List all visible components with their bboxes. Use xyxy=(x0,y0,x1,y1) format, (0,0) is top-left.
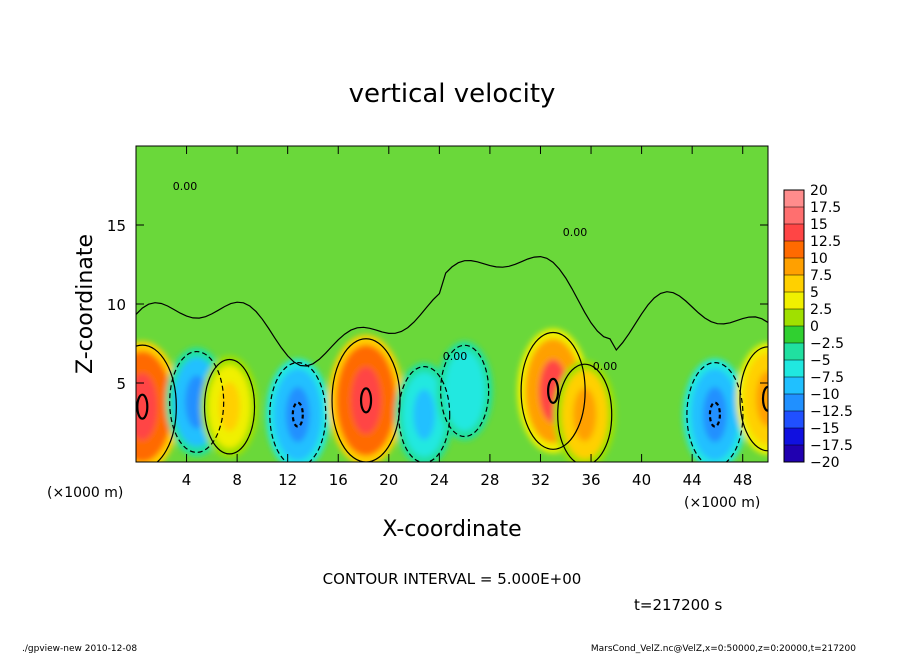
colorbar: 2017.51512.5107.552.50−2.5−5−7.5−10−12.5… xyxy=(783,183,853,471)
colorbar-swatch xyxy=(784,377,804,394)
contour-line xyxy=(269,362,327,462)
contour-line xyxy=(686,362,744,462)
x-tick-label: 16 xyxy=(329,471,348,489)
y-tick-label: 5 xyxy=(116,375,126,393)
footer-left: ./gpview-new 2010-12-08 xyxy=(22,644,137,654)
colorbar-label: −15 xyxy=(810,421,840,437)
velocity-core xyxy=(351,367,382,434)
zero-contour xyxy=(136,255,768,367)
contour-label: 0.00 xyxy=(173,180,198,193)
contour-line xyxy=(557,363,613,462)
contour-label: 0.00 xyxy=(593,360,618,373)
chart-title: vertical velocity xyxy=(349,79,556,109)
colorbar-swatch xyxy=(784,445,804,462)
contour-line xyxy=(708,401,722,428)
contour-line xyxy=(398,366,451,462)
contour-line xyxy=(359,387,373,414)
y-tick-label: 10 xyxy=(107,296,126,314)
contour-line xyxy=(136,344,177,462)
x-tick-label: 36 xyxy=(581,471,600,489)
colorbar-label: −10 xyxy=(810,387,840,403)
x-unit-left: (×1000 m) xyxy=(47,485,123,501)
velocity-core xyxy=(285,387,310,443)
x-tick-label: 12 xyxy=(278,471,297,489)
contour-line xyxy=(761,385,768,412)
colorbar-swatch xyxy=(784,411,804,428)
y-tick-label: 15 xyxy=(107,217,126,235)
colorbar-label: 17.5 xyxy=(810,200,841,216)
contour-line xyxy=(520,331,586,450)
colorbar-label: −20 xyxy=(810,455,840,471)
colorbar-swatch xyxy=(784,224,804,241)
colorbar-label: −17.5 xyxy=(810,438,853,454)
contour-interval: CONTOUR INTERVAL = 5.000E+00 xyxy=(323,570,582,588)
x-tick-label: 8 xyxy=(232,471,242,489)
contour-line xyxy=(169,350,225,453)
x-tick-label: 4 xyxy=(182,471,192,489)
x-axis-label: X-coordinate xyxy=(382,517,521,542)
contour-line xyxy=(203,358,256,455)
contour-line xyxy=(136,393,149,420)
colorbar-swatch xyxy=(784,241,804,258)
time-label: t=217200 s xyxy=(634,596,722,614)
colorbar-label: −12.5 xyxy=(810,404,853,420)
y-axis-label: Z-coordinate xyxy=(73,234,98,374)
colorbar-swatch xyxy=(784,326,804,343)
colorbar-label: −2.5 xyxy=(810,336,844,352)
x-tick-label: 24 xyxy=(430,471,449,489)
x-tick-label: 40 xyxy=(632,471,651,489)
velocity-core xyxy=(219,381,241,432)
colorbar-swatch xyxy=(784,207,804,224)
velocity-core xyxy=(573,387,597,442)
colorbar-swatch xyxy=(784,258,804,275)
colorbar-label: 5 xyxy=(810,285,819,301)
colorbar-swatch xyxy=(784,292,804,309)
colorbar-swatch xyxy=(784,275,804,292)
colorbar-swatch xyxy=(784,428,804,445)
contour-line xyxy=(440,344,490,438)
colorbar-label: 12.5 xyxy=(810,234,841,250)
contour-label: 0.00 xyxy=(443,350,468,363)
contour-label: 0.00 xyxy=(563,226,588,239)
velocity-core xyxy=(413,389,435,440)
colorbar-label: 2.5 xyxy=(810,302,832,318)
colorbar-label: 0 xyxy=(810,319,819,335)
colorbar-label: −7.5 xyxy=(810,370,844,386)
colorbar-label: 7.5 xyxy=(810,268,832,284)
x-tick-label: 32 xyxy=(531,471,550,489)
colorbar-label: 10 xyxy=(810,251,828,267)
x-unit-right: (×1000 m) xyxy=(684,495,760,511)
x-tick-label: 44 xyxy=(683,471,702,489)
contour-line xyxy=(291,401,304,428)
colorbar-label: 20 xyxy=(810,183,828,199)
colorbar-swatch xyxy=(784,394,804,411)
colorbar-label: 15 xyxy=(810,217,828,233)
velocity-core xyxy=(454,367,475,415)
contour-line xyxy=(547,377,560,404)
colorbar-swatch xyxy=(784,343,804,360)
x-tick-label: 48 xyxy=(733,471,752,489)
x-tick-label: 20 xyxy=(379,471,398,489)
colorbar-swatch xyxy=(784,309,804,326)
velocity-core xyxy=(702,387,727,443)
plot-area xyxy=(136,146,768,462)
x-tick-label: 28 xyxy=(480,471,499,489)
colorbar-label: −5 xyxy=(810,353,831,369)
footer-right: MarsCond_VelZ.nc@VelZ,x=0:50000,z=0:2000… xyxy=(591,644,856,654)
colorbar-swatch xyxy=(784,190,804,207)
colorbar-swatch xyxy=(784,360,804,377)
contour-line xyxy=(739,346,768,452)
